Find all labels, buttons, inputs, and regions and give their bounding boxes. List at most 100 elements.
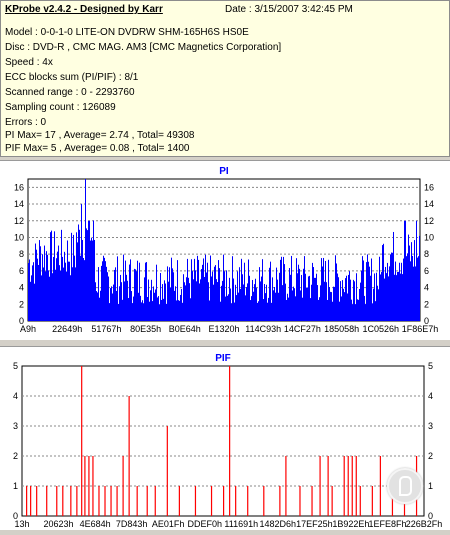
- pi-bar: [80, 255, 81, 321]
- y-tick-label-right: 2: [424, 299, 429, 309]
- pi-bar: [177, 260, 178, 321]
- pi-bar: [348, 274, 349, 321]
- pi-bar: [114, 269, 115, 321]
- pif-bar: [391, 486, 394, 516]
- pi-bar: [168, 281, 169, 321]
- pi-bar: [392, 252, 393, 321]
- pi-bar: [159, 304, 160, 321]
- pi-bar: [176, 300, 177, 321]
- pi-bar: [123, 254, 124, 321]
- pif-bar: [379, 456, 381, 516]
- pif-bar: [128, 396, 130, 516]
- x-tick-label: 13h: [14, 519, 29, 529]
- pi-bar: [93, 220, 94, 321]
- pi-bar: [333, 286, 334, 321]
- pi-bar: [315, 277, 316, 321]
- pi-bar: [98, 267, 99, 321]
- pi-bar: [226, 270, 227, 321]
- pi-bar: [360, 282, 361, 321]
- pif-bar: [263, 486, 265, 516]
- pi-bar: [117, 256, 118, 321]
- pif-bar: [229, 366, 231, 516]
- pi-bar: [169, 267, 170, 321]
- pif-bar: [146, 486, 148, 516]
- pi-bar: [295, 296, 296, 321]
- y-tick-label-right: 4: [424, 283, 429, 293]
- pi-bar: [257, 302, 258, 321]
- pi-bar: [131, 291, 132, 321]
- pi-bar: [29, 259, 30, 321]
- pi-bar: [66, 271, 67, 321]
- pi-bar: [75, 267, 76, 321]
- pif-bar: [46, 486, 48, 516]
- pi-bar: [234, 302, 235, 321]
- pi-bar: [254, 284, 255, 321]
- pi-bar: [179, 300, 180, 321]
- pif-bar: [327, 456, 329, 516]
- pi-bar: [146, 262, 147, 321]
- x-tick-label: 1482D6h: [260, 519, 297, 529]
- pi-bar: [322, 266, 323, 321]
- pi-bar: [244, 262, 245, 321]
- pi-bar: [36, 249, 37, 321]
- pi-bar: [401, 262, 402, 321]
- pi-bar: [61, 229, 62, 321]
- pi-bar: [120, 274, 121, 321]
- pif-bar: [92, 456, 94, 516]
- y-tick-label-right: 2: [428, 451, 433, 461]
- pi-bar: [308, 276, 309, 321]
- y-tick-label-left: 8: [19, 249, 24, 259]
- pi-bar: [352, 304, 353, 321]
- y-tick-label-right: 5: [428, 361, 433, 371]
- pi-bar: [225, 296, 226, 321]
- pi-bar: [47, 254, 48, 321]
- pi-bar: [130, 259, 131, 321]
- x-tick-label: AE01Fh: [152, 519, 185, 529]
- pi-bar: [340, 281, 341, 321]
- y-tick-label-right: 6: [424, 266, 429, 276]
- pi-bar: [384, 278, 385, 321]
- pi-bar: [200, 279, 201, 321]
- pi-bar: [309, 275, 310, 321]
- pi-bar: [394, 274, 395, 321]
- pi-bar: [229, 277, 230, 321]
- pi-bar: [358, 299, 359, 321]
- pi-bar: [267, 302, 268, 321]
- pif-bar: [104, 486, 106, 516]
- pi-bar: [196, 281, 197, 321]
- pi-bar: [364, 295, 365, 321]
- pi-bar: [241, 258, 242, 321]
- pi-bar: [192, 271, 193, 321]
- y-tick-label-left: 1: [13, 481, 18, 491]
- pi-bar: [411, 242, 412, 321]
- pi-bar: [325, 260, 326, 321]
- pi-bar: [237, 271, 238, 321]
- pi-bar: [347, 293, 348, 321]
- pi-bar: [318, 299, 319, 321]
- pi-bar: [328, 259, 329, 321]
- pi-bar: [56, 258, 57, 321]
- pi-bar: [400, 273, 401, 321]
- pi-bar: [378, 289, 379, 321]
- pi-bar: [375, 301, 376, 321]
- pi-bar: [81, 204, 82, 321]
- pi-bar: [197, 255, 198, 321]
- pi-bar: [278, 292, 279, 321]
- pi-bar: [204, 276, 205, 321]
- pi-bar: [180, 294, 181, 321]
- pif-bar: [166, 426, 168, 516]
- x-tick-label: A9h: [20, 324, 36, 334]
- pi-bar: [353, 279, 354, 321]
- pi-bar: [105, 261, 106, 321]
- pi-bar: [86, 228, 87, 321]
- pi-bar: [78, 224, 79, 321]
- pi-bar: [79, 229, 80, 321]
- pi-bar: [40, 246, 41, 321]
- pif-bar: [347, 456, 349, 516]
- pi-bar: [239, 267, 240, 321]
- pi-bar: [292, 290, 293, 321]
- pi-bar: [190, 298, 191, 321]
- pi-bar: [349, 271, 350, 321]
- pi-bar: [91, 237, 92, 321]
- pif-chart-panel: PIF 0 0 1 1 2 2 3 3 4 4 5 5 13h 20623h 4E684h 7D843h AE01…: [0, 346, 450, 530]
